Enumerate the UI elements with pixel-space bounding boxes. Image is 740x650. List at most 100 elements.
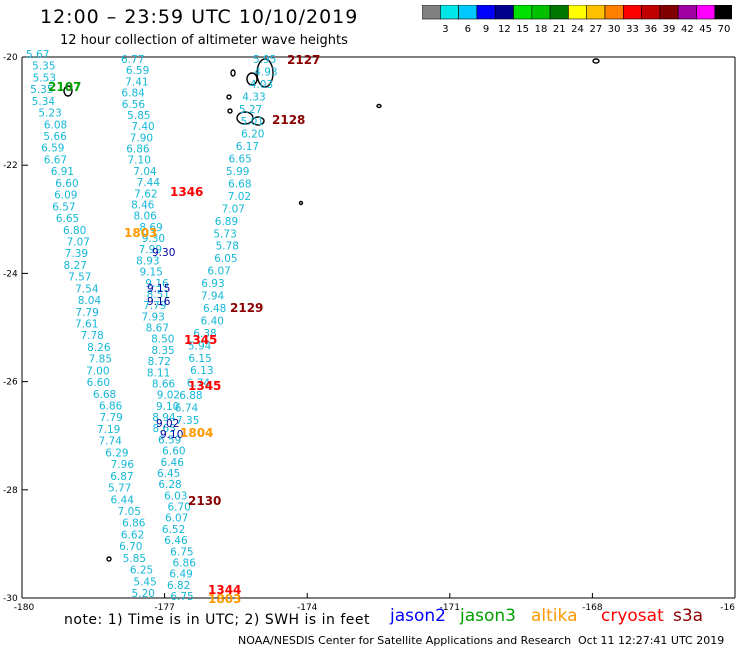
lon-tick-label: -180 <box>14 603 35 613</box>
wave-height-value: 5.85 <box>127 110 150 122</box>
wave-height-value: 7.79 <box>75 307 98 319</box>
wave-height-value: 7.99 <box>139 244 162 256</box>
island-outline <box>63 85 73 97</box>
pass-time-label: 2129 <box>230 301 263 315</box>
wave-height-value: 6.89 <box>215 216 238 228</box>
wave-height-value: 8.04 <box>78 295 102 307</box>
wave-height-value: 7.39 <box>65 248 88 260</box>
wave-height-value-high: 9.30 <box>152 247 175 259</box>
wave-height-value: 7.62 <box>134 188 157 200</box>
wave-height-value: 8.66 <box>152 378 176 390</box>
wave-height-value: 6.86 <box>99 401 123 413</box>
pass-time-label: 1345 <box>184 333 217 347</box>
wave-height-value-high: 9.15 <box>147 283 170 295</box>
lat-tick-label: -24 <box>3 269 18 279</box>
wave-height-value: 6.48 <box>203 303 226 315</box>
pass-time-label: 1804 <box>180 426 213 440</box>
wave-height-value: 8.50 <box>151 334 174 346</box>
page-title: 12:00 – 23:59 UTC 10/10/2019 <box>40 6 359 28</box>
wave-height-value: 6.86 <box>173 557 197 569</box>
wave-height-value: 5.95 <box>253 54 276 66</box>
lat-tick-label: -26 <box>3 378 18 388</box>
wave-height-value: 6.80 <box>63 225 86 237</box>
pass-time-label: 1803 <box>208 592 241 606</box>
island-outline <box>246 72 258 86</box>
island-outline <box>106 556 112 562</box>
wave-height-value: 5.78 <box>216 241 239 253</box>
color-bin-label: 45 <box>699 24 712 35</box>
wave-height-value: 7.96 <box>111 459 135 471</box>
wave-height-value: 6.75 <box>170 591 193 603</box>
wave-height-value: 5.35 <box>32 61 55 73</box>
pass-time-label: 2127 <box>287 53 320 67</box>
wave-height-value: 6.91 <box>51 166 74 178</box>
wave-height-value: 7.19 <box>97 424 120 436</box>
wave-height-value: 6.62 <box>121 529 144 541</box>
pass-time-label: 1345 <box>188 379 221 393</box>
wave-height-value: 6.88 <box>179 390 202 402</box>
island-outline <box>227 108 233 114</box>
wave-height-value: 8.06 <box>133 211 157 223</box>
island-outline <box>256 58 274 88</box>
wave-height-value: 6.40 <box>201 315 224 327</box>
wave-height-value: 6.87 <box>110 471 133 483</box>
wave-height-value: 9.16 <box>145 278 169 290</box>
wave-height-value: 6.09 <box>54 190 77 202</box>
wave-height-value: 8.46 <box>131 199 155 211</box>
wave-height-value: 6.49 <box>169 569 192 581</box>
wave-height-value: 7.79 <box>143 300 166 312</box>
wave-height-value: 7.61 <box>75 319 98 331</box>
wave-height-value: 9.15 <box>140 267 163 279</box>
wave-height-value: 7.07 <box>67 236 90 248</box>
wave-height-value: 6.59 <box>41 143 64 155</box>
color-bin-label: 27 <box>589 24 602 35</box>
wave-height-value: 7.00 <box>86 365 109 377</box>
wave-height-value: 5.66 <box>43 131 67 143</box>
lon-tick-label: -177 <box>154 603 174 613</box>
wave-height-value: 7.57 <box>68 272 91 284</box>
lat-tick-label: -30 <box>3 594 18 604</box>
pass-time-label: 1346 <box>170 185 203 199</box>
wave-height-value: 6.20 <box>241 129 264 141</box>
wave-height-value: 7.79 <box>99 412 122 424</box>
wave-height-value: 6.46 <box>161 457 185 469</box>
wave-height-value: 8.94 <box>152 412 176 424</box>
pass-time-label: 2130 <box>188 494 221 508</box>
color-bin-label: 24 <box>571 24 584 35</box>
wave-height-value: 6.60 <box>162 446 185 458</box>
wave-height-value: 5.35 <box>30 84 53 96</box>
wave-height-value: 8.72 <box>148 356 171 368</box>
color-bin-label: 15 <box>516 24 529 35</box>
wave-height-value: 5.20 <box>132 588 155 600</box>
wave-height-value: 6.17 <box>236 141 259 153</box>
wave-height-value: 6.46 <box>164 535 188 547</box>
wave-height-value: 6.13 <box>190 365 213 377</box>
lon-tick-label: -16 <box>720 603 735 613</box>
wave-height-value: 7.40 <box>131 121 154 133</box>
color-bin <box>714 5 732 20</box>
lat-tick-label: -28 <box>3 486 18 496</box>
wave-height-value: 8.69 <box>139 222 162 234</box>
lat-tick-label: -22 <box>3 161 18 171</box>
color-bin-label: 42 <box>681 24 694 35</box>
legend-jason2: jason2 <box>390 606 446 626</box>
wave-height-value: 8.51 <box>147 289 170 301</box>
wave-height-value: 6.60 <box>87 377 110 389</box>
wave-height-value: 5.01 <box>241 116 264 128</box>
page-subtitle: 12 hour collection of altimeter wave hei… <box>60 33 348 48</box>
wave-height-value: 6.93 <box>201 278 224 290</box>
wave-height-value: 5.85 <box>123 553 146 565</box>
wave-height-value: 9.02 <box>157 390 180 402</box>
lat-tick-label: -20 <box>3 53 18 63</box>
pass-time-label: 2128 <box>272 113 305 127</box>
wave-height-value: 8.27 <box>64 260 87 272</box>
pass-time-label: 2107 <box>48 80 81 94</box>
pass-time-label: 1344 <box>208 583 241 597</box>
legend-s3a: s3a <box>673 606 704 626</box>
wave-height-value: 7.41 <box>125 76 148 88</box>
wave-height-value: 7.10 <box>128 155 151 167</box>
wave-height-value: 6.45 <box>157 468 180 480</box>
wave-height-value: 6.86 <box>126 144 150 156</box>
